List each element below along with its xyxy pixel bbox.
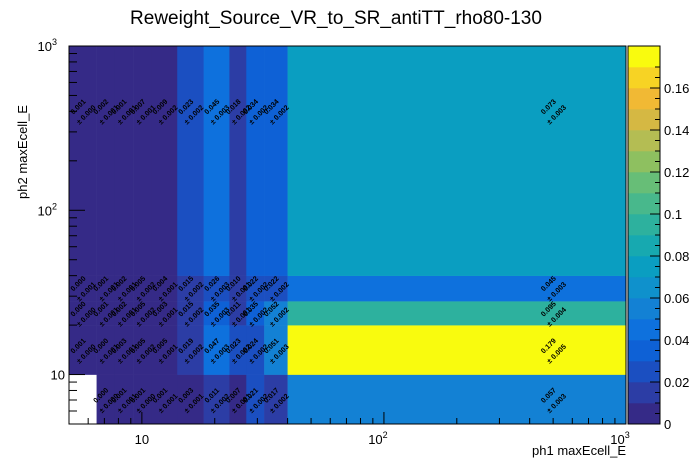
heatmap-cell <box>69 325 97 375</box>
heatmap-cell <box>133 275 153 302</box>
colorbar-segment <box>628 403 660 425</box>
y-axis-label: ph2 maxEcell_E <box>15 105 30 199</box>
heatmap-cell <box>133 325 153 375</box>
colorbar-tick-label: 0 <box>664 417 671 432</box>
heatmap-cell <box>114 46 134 276</box>
colorbar-segment <box>628 256 660 278</box>
colorbar-segment <box>628 88 660 110</box>
x-axis-label: ph1 maxEcell_E <box>532 443 626 458</box>
colorbar-segment <box>628 67 660 89</box>
heatmap-cell <box>69 301 97 326</box>
y-tick-label: 10 <box>51 368 65 383</box>
heatmap-cell <box>287 325 627 375</box>
colorbar-tick-label: 0.08 <box>664 249 689 264</box>
colorbar-segment <box>628 277 660 299</box>
heatmap-cell <box>96 46 115 276</box>
colorbar-tick-label: 0.16 <box>664 81 689 96</box>
colorbar-segment <box>628 319 660 341</box>
heatmap-cell <box>287 275 627 302</box>
heatmap-cell <box>246 275 265 302</box>
heatmap-cell <box>203 275 230 302</box>
colorbar-tick-label: 0.1 <box>664 207 682 222</box>
colorbar-tick-label: 0.14 <box>664 123 689 138</box>
heatmap-cell <box>151 275 178 302</box>
colorbar-segment <box>628 109 660 131</box>
heatmap-cell <box>151 46 178 276</box>
colorbar-segment <box>628 298 660 320</box>
heatmap-cell <box>114 325 134 375</box>
heatmap-cell <box>96 301 115 326</box>
heatmap-cell <box>133 301 153 326</box>
heatmap-cell <box>264 275 288 302</box>
heatmap-cell <box>133 374 153 425</box>
heatmap-cell <box>114 374 134 425</box>
colorbar-segment <box>628 214 660 236</box>
colorbar-segment <box>628 193 660 215</box>
heatmap-cell <box>177 374 204 425</box>
heatmap-cell <box>246 374 265 425</box>
heatmap-cell <box>229 301 247 326</box>
colorbar-segment <box>628 382 660 404</box>
heatmap-cell <box>114 301 134 326</box>
plot-frame <box>68 45 627 425</box>
chart-title: Reweight_Source_VR_to_SR_antiTT_rho80-13… <box>130 8 542 29</box>
heatmap-cell <box>203 374 230 425</box>
colorbar-segment <box>628 235 660 257</box>
heatmap-cell <box>287 374 627 425</box>
colorbar-segment <box>628 340 660 362</box>
heatmap-cell <box>133 46 153 276</box>
x-tick-label: 10 <box>135 432 149 447</box>
colorbar-segment <box>628 172 660 194</box>
heatmap-cell <box>177 301 204 326</box>
heatmap-cell <box>229 275 247 302</box>
heatmap-cell <box>114 275 134 302</box>
heatmap-cell <box>96 325 115 375</box>
colorbar-segment <box>628 361 660 383</box>
heatmap-cell <box>203 301 230 326</box>
colorbar: 0 0.02 0.04 0.06 0.08 0.1 0.12 0.14 0.16 <box>627 45 689 432</box>
heatmap-cell <box>151 374 178 425</box>
heatmap-cell <box>246 301 265 326</box>
colorbar-tick-label: 0.06 <box>664 291 689 306</box>
heatmap-cell <box>264 46 288 276</box>
y-axis: 10 102 103 <box>38 37 85 425</box>
heatmap-cell <box>96 374 115 425</box>
heatmap-cell <box>229 325 247 375</box>
heatmap-cell <box>264 374 288 425</box>
heatmap-cell <box>177 275 204 302</box>
heatmap-cell <box>203 46 230 276</box>
heatmap-cell <box>264 325 288 375</box>
y-tick-label: 102 <box>38 201 57 218</box>
colorbar-tick-label: 0.02 <box>664 375 689 390</box>
heatmap-cell <box>203 325 230 375</box>
colorbar-segment <box>628 46 660 68</box>
heatmap-cell <box>177 46 204 276</box>
heatmap-cell <box>177 325 204 375</box>
heatmap-cell <box>96 275 115 302</box>
heatmap-cell <box>287 46 627 276</box>
heatmap-cell <box>287 301 627 326</box>
heatmap-cell <box>69 275 97 302</box>
colorbar-segment <box>628 151 660 173</box>
x-tick-label: 102 <box>368 430 387 447</box>
heatmap-cell <box>246 325 265 375</box>
plot-area <box>69 46 627 425</box>
heatmap-cell <box>229 46 247 276</box>
heatmap-cell <box>151 325 178 375</box>
heatmap-cell <box>151 301 178 326</box>
heatmap-cell <box>264 301 288 326</box>
colorbar-segment <box>628 130 660 152</box>
colorbar-tick-label: 0.04 <box>664 333 689 348</box>
heatmap-cell <box>229 374 247 425</box>
y-tick-label: 103 <box>38 37 57 54</box>
colorbar-tick-label: 0.12 <box>664 165 689 180</box>
heatmap-cell <box>246 46 265 276</box>
